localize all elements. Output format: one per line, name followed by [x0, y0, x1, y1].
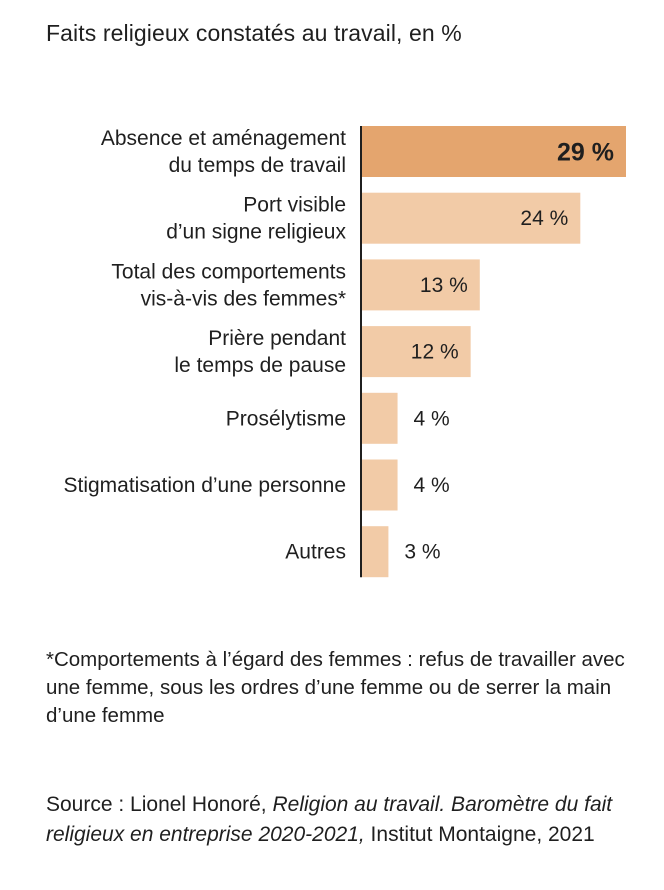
category-label: d’un signe religieux: [166, 221, 346, 244]
bar-chart-svg: Absence et aménagement du temps de travai…: [63, 126, 626, 578]
bar: [361, 326, 471, 378]
value-label: 4 %: [414, 407, 450, 430]
value-label: 13 %: [420, 274, 468, 297]
bar: [361, 459, 398, 511]
source-suffix: Institut Montaigne, 2021: [364, 823, 595, 846]
bar: [361, 526, 389, 578]
source-prefix: Source : Lionel Honoré,: [46, 793, 273, 816]
category-label: Stigmatisation d’une personne: [63, 474, 346, 497]
bar: [361, 192, 581, 244]
category-label: Autres: [285, 541, 346, 564]
value-label: 4 %: [414, 474, 450, 497]
bar: [361, 392, 398, 444]
category-label: Prière pendant: [208, 327, 346, 350]
category-label: Port visible: [243, 194, 346, 217]
value-label: 3 %: [404, 541, 440, 564]
bar-chart: Absence et aménagement du temps de travai…: [0, 110, 664, 590]
category-label: Prosélytisme: [226, 407, 346, 430]
category-label: du temps de travail: [169, 154, 346, 177]
value-label: 29 %: [557, 139, 614, 167]
category-label: Total des comportements: [111, 260, 346, 283]
source-citation: Source : Lionel Honoré, Religion au trav…: [46, 790, 646, 850]
value-label: 24 %: [520, 207, 568, 230]
bar: [361, 126, 626, 177]
category-label: vis-à-vis des femmes*: [141, 287, 346, 310]
chart-title: Faits religieux constatés au travail, en…: [46, 20, 462, 46]
source-publication-title: Religion au travail. Baromètre du fait r…: [46, 793, 613, 846]
category-label: le temps de pause: [174, 354, 346, 377]
bar: [361, 259, 480, 311]
category-label: Absence et aménagement: [101, 127, 346, 150]
value-label: 12 %: [411, 341, 459, 364]
footnote: *Comportements à l’égard des femmes : re…: [46, 648, 625, 727]
